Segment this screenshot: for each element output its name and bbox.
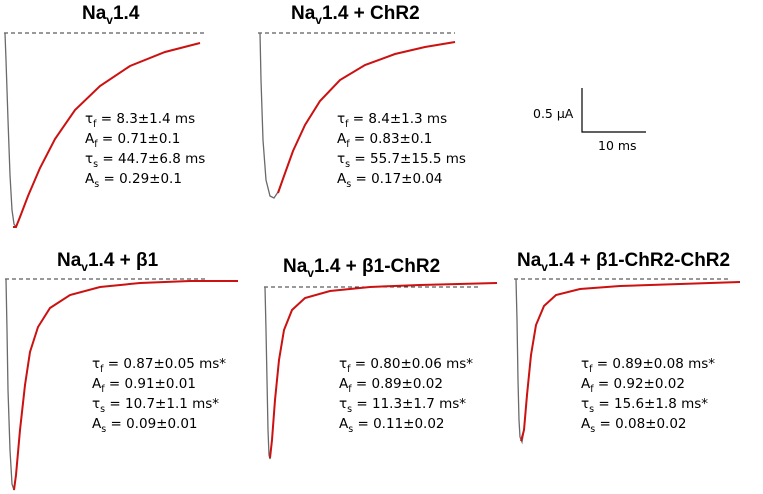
current-trace-fit — [269, 282, 498, 459]
svg-text:τs = 11.3±1.7 ms*: τs = 11.3±1.7 ms* — [339, 396, 466, 415]
svg-text:τf = 0.89±0.08 ms*: τf = 0.89±0.08 ms* — [581, 356, 715, 375]
fit-parameters: τf = 0.80±0.06 ms* Af = 0.89±0.02 τs = 1… — [339, 356, 473, 435]
svg-text:τf = 0.87±0.05 ms*: τf = 0.87±0.05 ms* — [92, 356, 226, 375]
scale-bar: 0.5 μA 10 ms — [533, 88, 646, 153]
svg-text:As = 0.29±0.1: As = 0.29±0.1 — [85, 171, 182, 190]
current-trace-fit — [520, 281, 741, 442]
svg-text:As = 0.08±0.02: As = 0.08±0.02 — [581, 416, 687, 435]
fit-parameters: τf = 0.89±0.08 ms* Af = 0.92±0.02 τs = 1… — [581, 356, 715, 435]
svg-text:As = 0.09±0.01: As = 0.09±0.01 — [92, 416, 198, 435]
scale-bar-lines — [581, 88, 646, 133]
svg-text:τf = 0.80±0.06 ms*: τf = 0.80±0.06 ms* — [339, 356, 473, 375]
scale-bar-current-label: 0.5 μA — [533, 106, 574, 121]
svg-text:τs = 15.6±1.8 ms*: τs = 15.6±1.8 ms* — [581, 396, 708, 415]
svg-text:Af = 0.91±0.01: Af = 0.91±0.01 — [92, 376, 196, 395]
svg-text:τf = 8.3±1.4 ms: τf = 8.3±1.4 ms — [85, 111, 195, 130]
current-trace-fit — [13, 280, 238, 491]
panel-nav14: Nav1.4 τf = 8.3±1.4 ms Af = 0.71±0.1 τs … — [4, 3, 205, 229]
panel-title: Nav1.4 + β1-ChR2 — [283, 256, 440, 280]
panel-title: Nav1.4 + ChR2 — [291, 3, 420, 27]
fit-parameters: τf = 0.87±0.05 ms* Af = 0.91±0.01 τs = 1… — [92, 356, 226, 435]
panel-title: Nav1.4 + β1 — [57, 250, 159, 274]
panel-nav14-chr2: Nav1.4 + ChR2 τf = 8.4±1.3 ms Af = 0.83±… — [258, 3, 466, 199]
fit-parameters: τf = 8.4±1.3 ms Af = 0.83±0.1 τs = 55.7±… — [337, 111, 466, 190]
fit-parameters: τf = 8.3±1.4 ms Af = 0.71±0.1 τs = 44.7±… — [85, 111, 205, 190]
svg-text:As = 0.17±0.04: As = 0.17±0.04 — [337, 171, 443, 190]
svg-text:Af = 0.71±0.1: Af = 0.71±0.1 — [85, 131, 180, 150]
svg-text:Af = 0.83±0.1: Af = 0.83±0.1 — [337, 131, 432, 150]
current-trace-fit — [13, 42, 201, 228]
scale-bar-time-label: 10 ms — [598, 138, 637, 153]
panel-nav14-b1-chr2: Nav1.4 + β1-ChR2 τf = 0.80±0.06 ms* Af =… — [264, 256, 498, 460]
svg-text:τs = 55.7±15.5 ms: τs = 55.7±15.5 ms — [337, 151, 466, 170]
svg-text:τs = 10.7±1.1 ms*: τs = 10.7±1.1 ms* — [92, 396, 219, 415]
panel-title: Nav1.4 + β1-ChR2-ChR2 — [517, 250, 730, 274]
svg-text:τs = 44.7±6.8 ms: τs = 44.7±6.8 ms — [85, 151, 205, 170]
svg-text:Af = 0.92±0.02: Af = 0.92±0.02 — [581, 376, 685, 395]
panel-nav14-b1-chr2-chr2: Nav1.4 + β1-ChR2-ChR2 τf = 0.89±0.08 ms*… — [514, 250, 741, 445]
svg-text:As = 0.11±0.02: As = 0.11±0.02 — [339, 416, 445, 435]
current-trace-fit — [277, 41, 456, 194]
svg-text:τf = 8.4±1.3 ms: τf = 8.4±1.3 ms — [337, 111, 447, 130]
current-trace-raw — [4, 32, 201, 229]
svg-text:Af = 0.89±0.02: Af = 0.89±0.02 — [339, 376, 443, 395]
panel-nav14-b1: Nav1.4 + β1 τf = 0.87±0.05 ms* Af = 0.91… — [5, 250, 238, 491]
panel-title: Nav1.4 — [82, 3, 140, 27]
